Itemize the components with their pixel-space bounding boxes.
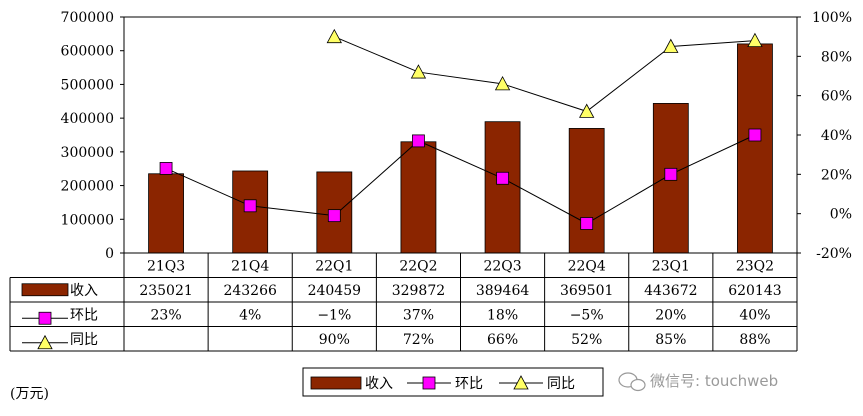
qoq-point <box>327 209 341 223</box>
revenue-bar <box>484 121 521 254</box>
qoq-point <box>243 199 257 213</box>
table-cell: 443672 <box>644 283 697 299</box>
legend-key-bar <box>310 376 362 390</box>
right-tick-label: 20% <box>821 167 852 183</box>
right-tick-label: 0% <box>830 207 852 223</box>
wechat-icon-bubble <box>630 378 646 392</box>
legend-label: 环比 <box>455 376 483 392</box>
left-tick-label: 700000 <box>61 10 114 26</box>
category-label: 23Q1 <box>652 258 690 274</box>
table-row-label: 同比 <box>70 332 98 348</box>
table-cell: 40% <box>739 307 770 323</box>
qoq-point <box>580 217 594 230</box>
yoy-line <box>334 36 755 112</box>
table-cell: 20% <box>655 307 686 323</box>
legend-label: 同比 <box>547 376 575 392</box>
left-tick-label: 500000 <box>61 77 114 93</box>
table-cell: 72% <box>403 332 434 348</box>
yoy-point <box>747 32 763 47</box>
left-tick-label: 0 <box>105 246 114 262</box>
revenue-bar <box>568 128 605 254</box>
category-label: 22Q4 <box>568 258 606 274</box>
qoq-point <box>748 128 762 142</box>
table-cell: 243266 <box>223 283 277 299</box>
table-cell: 235021 <box>139 283 192 299</box>
qoq-point <box>496 171 509 185</box>
left-tick-label: 300000 <box>61 145 114 161</box>
category-label: 22Q2 <box>399 258 437 274</box>
plot-frame <box>123 16 798 254</box>
qoq-point <box>664 167 678 181</box>
legend-key-square <box>422 376 436 390</box>
row-key-triangle <box>37 334 53 350</box>
data-table: 21Q3 21Q4 22Q1 22Q2 22Q3 22Q4 23Q1 23Q2 收入 235021… <box>9 252 798 352</box>
yoy-point <box>663 38 679 53</box>
category-label: 23Q2 <box>736 258 774 274</box>
revenue-bar <box>148 173 184 254</box>
right-tick-label: -20% <box>816 246 852 262</box>
legend: 收入 环比 同比 <box>302 367 604 397</box>
table-cell: 620143 <box>728 283 781 299</box>
table-cell: 88% <box>739 332 770 348</box>
yoy-point <box>326 28 342 44</box>
category-label: 21Q3 <box>147 258 185 274</box>
left-tick-label: 200000 <box>61 179 114 195</box>
table-cell: 4% <box>239 307 261 323</box>
row-key-bar <box>21 283 69 297</box>
qoq-point <box>159 162 173 175</box>
category-label: 22Q3 <box>483 258 521 274</box>
watermark-text: 微信号: touchweb <box>650 372 778 390</box>
yoy-line-series <box>326 28 763 118</box>
table-cell: 37% <box>403 307 434 323</box>
table-cell: 18% <box>487 307 518 323</box>
plot-area <box>123 16 798 254</box>
table-cell: 23% <box>151 307 182 323</box>
table-cell: 389464 <box>476 283 530 299</box>
table-cell: −1% <box>317 307 351 323</box>
table-cell: −5% <box>570 307 604 323</box>
legend-label: 收入 <box>365 376 393 392</box>
right-y-axis: -20% 0% 20% 40% 60% 80% 100% <box>797 10 852 262</box>
table-cell: 329872 <box>392 283 445 299</box>
category-label: 21Q4 <box>231 258 269 274</box>
revenue-bar <box>400 141 437 254</box>
table-cell: 90% <box>319 332 350 348</box>
table-cell: 52% <box>571 332 602 348</box>
table-cell: 85% <box>655 332 686 348</box>
qoq-line-series <box>159 128 762 230</box>
table-row-label: 收入 <box>70 283 98 299</box>
right-tick-label: 40% <box>821 128 852 144</box>
yoy-point <box>410 64 427 79</box>
table-row-label: 环比 <box>70 307 98 323</box>
watermark: 微信号: touchweb <box>618 372 778 392</box>
yoy-point <box>579 103 595 118</box>
yoy-point <box>494 76 511 91</box>
qoq-point <box>412 134 425 148</box>
right-tick-label: 100% <box>812 10 852 26</box>
qoq-line <box>165 134 756 225</box>
legend-key-triangle <box>513 375 529 390</box>
revenue-bar <box>737 43 773 254</box>
table-cell: 240459 <box>308 283 361 299</box>
left-tick-label: 600000 <box>61 44 114 60</box>
right-tick-label: 60% <box>821 89 852 105</box>
right-tick-label: 80% <box>821 49 852 65</box>
unit-label: (万元) <box>10 386 49 402</box>
left-tick-label: 400000 <box>61 111 114 127</box>
category-label: 22Q1 <box>315 258 353 274</box>
left-y-axis: 0 100000 200000 300000 400000 500000 600000 700… <box>61 10 124 262</box>
row-key-square <box>38 311 52 325</box>
revenue-bars <box>148 43 773 254</box>
left-tick-label: 100000 <box>61 212 114 228</box>
table-cell: 369501 <box>560 283 613 299</box>
table-cell: 66% <box>487 332 518 348</box>
